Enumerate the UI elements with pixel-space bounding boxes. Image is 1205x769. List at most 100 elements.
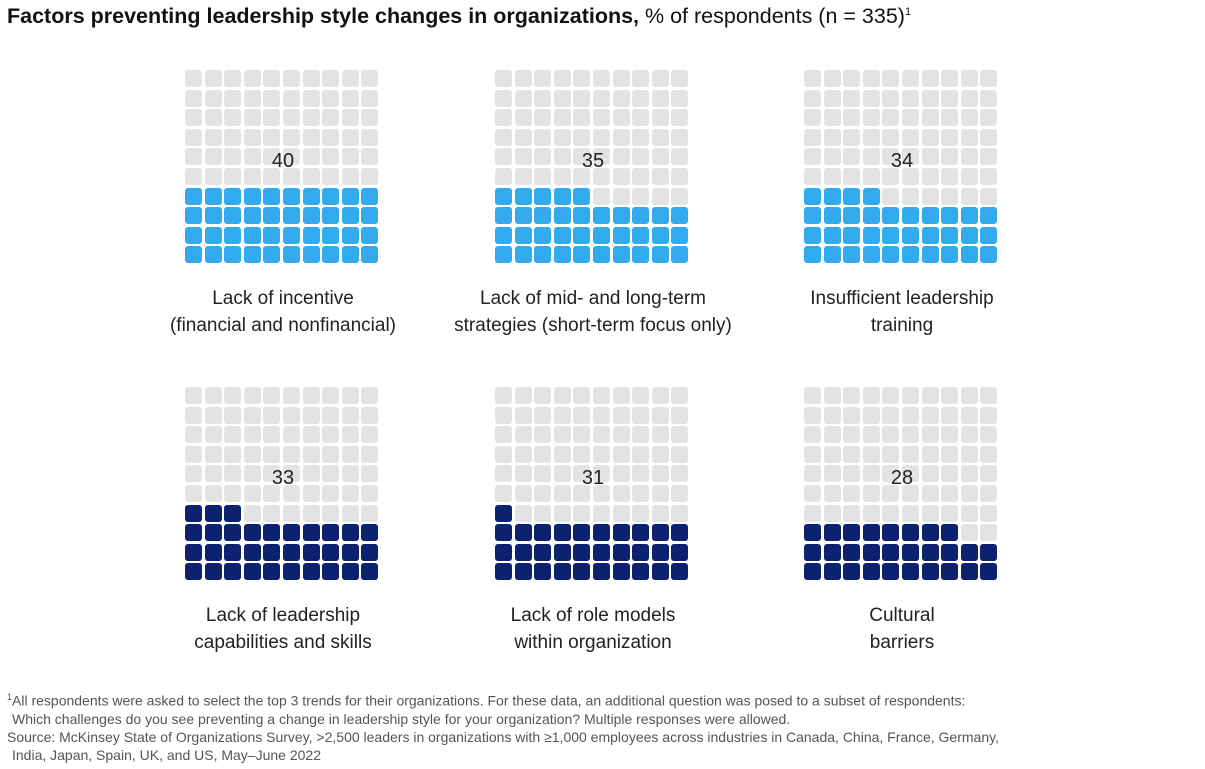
waffle-cell-filled [185, 563, 202, 581]
waffle-cell-empty [804, 485, 821, 502]
category-label: Lack of mid- and long-term strategies (sh… [443, 285, 743, 339]
waffle-cell-empty [862, 445, 880, 463]
waffle-cell-empty [843, 406, 861, 424]
waffle-cell-empty [843, 426, 861, 444]
waffle-cell-filled [921, 207, 939, 225]
waffle-cell-empty [263, 89, 281, 107]
waffle-cell-filled [843, 246, 861, 264]
title-footnote-marker: 1 [904, 5, 912, 18]
waffle-cell-empty [243, 128, 261, 146]
waffle-cell-filled [960, 226, 978, 244]
waffle-cell-empty [495, 387, 512, 404]
waffle-cell-empty [243, 70, 261, 87]
waffle-cell-empty [573, 426, 591, 444]
waffle-cell-filled [804, 524, 821, 542]
waffle-cell-empty [902, 187, 919, 205]
waffle-cell-empty [921, 89, 939, 107]
waffle-cell-filled [573, 524, 591, 542]
waffle-cell-filled [862, 524, 880, 542]
waffle-cell-empty [612, 485, 630, 502]
waffle-cell-empty [514, 70, 532, 87]
waffle-cell-empty [843, 387, 861, 404]
waffle-cell-empty [804, 387, 821, 404]
waffle-cell-empty [823, 485, 841, 502]
waffle-cell-filled [514, 207, 532, 225]
waffle-cell-empty [224, 148, 242, 166]
waffle-cell-filled [941, 543, 959, 561]
waffle-cell-empty [862, 168, 880, 185]
waffle-cell-empty [804, 148, 821, 166]
waffle-cell-empty [185, 465, 202, 483]
waffle-cell-empty [862, 387, 880, 404]
waffle-cell-filled [514, 524, 532, 542]
category-label-line: Lack of mid- and long-term [480, 288, 706, 309]
waffle-cell-filled [224, 563, 242, 581]
waffle-cell-empty [941, 70, 959, 87]
category-label-line: Lack of role models [510, 605, 676, 626]
waffle-cell-empty [651, 70, 669, 87]
category-label-line: Lack of incentive [212, 288, 354, 309]
waffle-cell-empty [341, 445, 359, 463]
waffle-cell-empty [361, 426, 379, 444]
waffle-cell-empty [960, 426, 978, 444]
waffle-cell-filled [612, 246, 630, 264]
waffle-cell-filled [804, 207, 821, 225]
waffle-cell-empty [823, 109, 841, 127]
waffle-cell-empty [495, 148, 512, 166]
waffle-cell-empty [862, 70, 880, 87]
waffle-cell-empty [612, 387, 630, 404]
waffle-cell-empty [283, 426, 300, 444]
waffle-cell-empty [534, 148, 552, 166]
waffle-cell-empty [921, 426, 939, 444]
waffle-cell-empty [671, 485, 689, 502]
waffle-cell-empty [921, 148, 939, 166]
waffle-cell-filled [534, 524, 552, 542]
waffle-cell-empty [843, 70, 861, 87]
waffle-cell-filled [224, 524, 242, 542]
waffle-cell-empty [243, 387, 261, 404]
waffle-cell-filled [283, 524, 300, 542]
waffle-cell-empty [671, 406, 689, 424]
waffle-cell-empty [651, 485, 669, 502]
waffle-cell-empty [632, 387, 650, 404]
waffle-cell-empty [204, 109, 222, 127]
waffle-cell-filled [302, 207, 320, 225]
waffle-cell-filled [243, 246, 261, 264]
waffle-cell-filled [495, 563, 512, 581]
waffle-cell-filled [902, 246, 919, 264]
waffle-cell-filled [302, 226, 320, 244]
chart-title: Factors preventing leadership style chan… [7, 4, 911, 29]
waffle-cell-empty [902, 504, 919, 522]
footnote: 1All respondents were asked to select th… [7, 688, 1202, 764]
waffle-cell-empty [921, 406, 939, 424]
waffle-cell-empty [322, 465, 340, 483]
waffle-cell-empty [341, 387, 359, 404]
waffle-cell-empty [204, 426, 222, 444]
waffle-cell-empty [263, 406, 281, 424]
waffle-cell-filled [921, 246, 939, 264]
waffle-cell-filled [341, 563, 359, 581]
waffle-cell-empty [243, 168, 261, 185]
waffle-cell-empty [573, 387, 591, 404]
waffle-cell-empty [322, 504, 340, 522]
waffle-cell-filled [243, 187, 261, 205]
waffle-cell-filled [553, 563, 571, 581]
waffle-cell-empty [823, 148, 841, 166]
waffle-cell-empty [862, 148, 880, 166]
waffle-cell-empty [960, 148, 978, 166]
waffle-cell-empty [224, 465, 242, 483]
waffle-cell-filled [651, 246, 669, 264]
waffle-cell-empty [573, 109, 591, 127]
waffle-cell-empty [263, 128, 281, 146]
waffle-cell-empty [941, 387, 959, 404]
waffle-cell-empty [204, 406, 222, 424]
waffle-cell-empty [495, 109, 512, 127]
waffle-cell-filled [980, 543, 998, 561]
waffle-cell-empty [980, 406, 998, 424]
waffle-cell-empty [843, 485, 861, 502]
waffle-cell-empty [593, 89, 610, 107]
waffle-cell-empty [361, 128, 379, 146]
waffle-cell-filled [302, 187, 320, 205]
waffle-cell-empty [960, 387, 978, 404]
waffle-cell-empty [243, 109, 261, 127]
